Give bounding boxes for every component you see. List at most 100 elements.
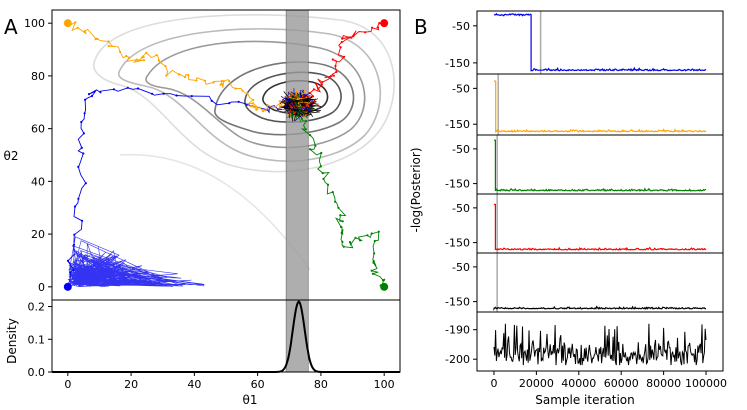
chain-point [266,103,269,107]
x-tick-label: 60000 [604,377,639,390]
trace-line [493,12,707,72]
converged-sample [284,108,303,112]
contour-line [244,71,342,123]
chain-point [177,73,181,76]
chain-point [372,260,375,263]
chain-point [155,54,158,57]
chain-point [312,88,315,91]
x-tick-label: 80 [314,378,328,391]
chain-point [80,146,83,149]
chain-point [304,128,307,131]
axes-frame [476,73,724,136]
chain-point [252,98,255,101]
y-tick-label: -150 [445,118,470,131]
chain-point [343,55,346,58]
parameter-trace-plot: 0 20 40 60 80 100 [24,9,401,301]
trace-line [493,305,707,311]
trace-line [493,323,707,366]
chain-start-marker [380,19,389,28]
y-tick-label: 100 [24,17,45,30]
density-curve [52,300,400,373]
chain-point [157,59,160,62]
chain-point [354,236,357,239]
chain-point [220,83,224,86]
axes-frame [51,299,401,373]
chain-point [251,102,255,105]
contour-line [145,40,366,149]
chain-point [222,80,225,83]
chain-point [228,102,231,105]
axes-frame [51,9,401,301]
chain-point [261,110,265,113]
chain-point [322,177,325,180]
chain-point [87,93,91,96]
chain-point [366,234,369,237]
chain-point [342,245,345,248]
chain-point [308,148,312,151]
chain-point [221,79,224,83]
chain-point [84,182,87,185]
scatter-ylabel: θ2 [4,149,19,163]
chain-path [66,21,293,112]
y-tick-label: -150 [445,57,470,70]
converged-sample [305,105,308,109]
trace-ylabel: -log(Posterior) [409,147,423,232]
chain-point [340,231,343,234]
chain-point [326,183,330,186]
converged-sample [299,104,302,107]
chain-point [321,172,324,175]
y-tick-label: 0 [38,281,45,294]
panel-label-a: A [4,15,18,39]
converged-sample [293,103,311,111]
chain-point [339,214,342,217]
chain-point [372,261,375,264]
axes-frame [476,252,724,313]
chain-point [334,200,337,203]
chain-point [352,35,355,38]
chain-point [142,55,145,59]
chain-point [348,36,351,39]
trace-xlabel: Sample iteration [535,393,635,407]
x-tick-label: 20000 [519,377,554,390]
y-tick-label: -200 [445,353,470,366]
x-tick-label: 100000 [685,377,727,390]
chain-point [373,239,376,243]
y-tick-label: -150 [445,178,470,191]
chain-point [371,26,374,29]
chain-point [96,37,99,41]
axes-frame [476,193,724,254]
chain-point [341,220,344,223]
chain-point [264,109,267,112]
chain-point [165,74,168,77]
chain-point [234,87,237,90]
density-xlabel: θ1 [243,393,258,407]
contour-line [93,14,395,173]
y-tick-label: 40 [31,175,45,188]
chain-point [227,79,231,82]
chain-point [69,271,72,274]
chain-point [337,206,340,209]
y-tick-label: -150 [445,237,470,250]
x-tick-label: 40 [187,378,201,391]
chain-start-marker [63,282,72,291]
chain-point [340,41,343,44]
chain-point [190,95,193,98]
chain-point [142,59,146,62]
chain-point [118,50,122,53]
converged-sample [288,101,294,117]
chain-point [309,134,312,137]
chain-start-marker [380,282,389,291]
chain-point [195,79,198,82]
chain-point [334,64,337,68]
chain-point [340,225,343,229]
converged-sample [299,92,308,113]
contour-line [214,61,355,136]
chain-path [301,20,386,103]
x-tick-label: 0 [490,377,497,390]
chain-point [377,26,380,29]
y-tick-label: 0.2 [28,301,46,314]
shaded-band [285,9,309,301]
chain-point [305,120,308,123]
chain-point [81,219,84,222]
y-tick-label: 80 [31,70,45,83]
